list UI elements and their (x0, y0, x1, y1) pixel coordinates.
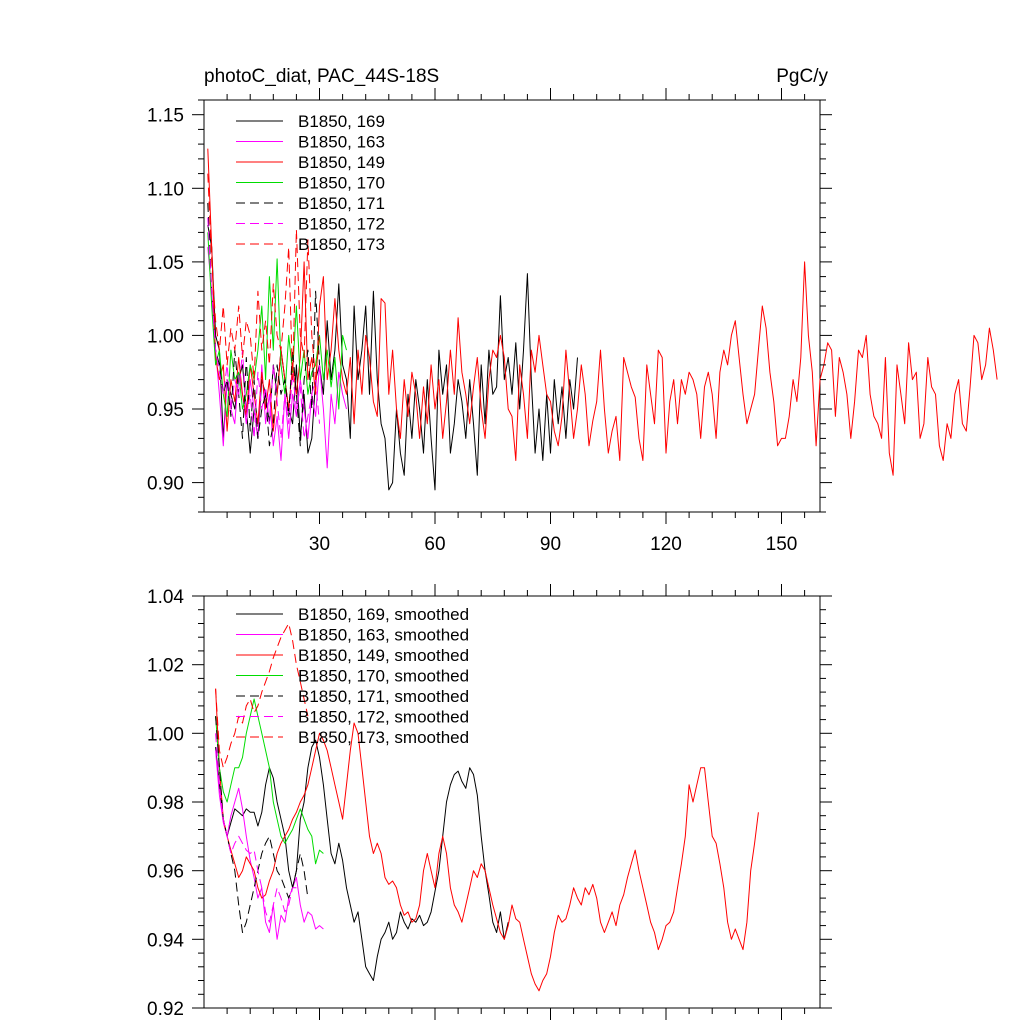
series-line (207, 202, 320, 447)
y-tick-label: 0.96 (147, 862, 184, 883)
series-line (215, 698, 324, 865)
legend-label: B1850, 169, smoothed (298, 605, 469, 624)
x-tick-label: 60 (424, 534, 445, 555)
legend: B1850, 169, smoothed B1850, 163, smoothed… (236, 605, 469, 747)
legend-label: B1850, 172, smoothed (298, 708, 469, 727)
x-tick-label: 150 (766, 534, 798, 555)
series-line (215, 739, 509, 981)
legend-label: B1850, 163, smoothed (298, 626, 469, 645)
legend-label: B1850, 173 (298, 235, 385, 254)
y-tick-label: 0.92 (147, 999, 184, 1020)
series-line (207, 217, 320, 439)
x-tick-label: 30 (309, 534, 330, 555)
panel-bottom: 0.92 0.94 0.96 0.98 1.00 1.02 1.04 B1850, 169,… (147, 584, 832, 1020)
series-line (207, 173, 320, 381)
legend-label: B1850, 173, smoothed (298, 728, 469, 747)
x-tick-label: 120 (650, 534, 682, 555)
panel-units: PgC/y (776, 66, 828, 87)
series-line (215, 688, 759, 992)
y-tick-label: 1.04 (147, 587, 184, 608)
y-tick-label: 1.00 (147, 326, 184, 347)
panel-title: photoC_diat, PAC_44S-18S (204, 66, 439, 87)
y-tick-label: 0.98 (147, 793, 184, 814)
plot-frame (203, 595, 821, 1009)
legend-label: B1850, 169 (298, 112, 385, 131)
y-tick-label: 0.90 (147, 474, 184, 495)
series-layer (215, 623, 759, 992)
legend-label: B1850, 170 (298, 174, 385, 193)
series-line (207, 148, 998, 476)
series-layer (207, 148, 998, 491)
legend-label: B1850, 163 (298, 133, 385, 152)
series-line (215, 733, 297, 923)
series-line (215, 750, 324, 940)
tick-layer: 30 60 90 120 150 0.90 0.95 1.00 1.05 1.10 1.15 (147, 88, 832, 555)
tick-layer: 0.92 0.94 0.96 0.98 1.00 1.02 1.04 (147, 584, 832, 1020)
legend-label: B1850, 171 (298, 194, 385, 213)
y-tick-label: 1.00 (147, 724, 184, 745)
y-tick-label: 1.02 (147, 656, 184, 677)
plot-area: 0.92 0.94 0.96 0.98 1.00 1.02 1.04 (147, 584, 832, 1020)
legend-label: B1850, 149 (298, 153, 385, 172)
x-tick-label: 90 (540, 534, 561, 555)
y-tick-label: 0.95 (147, 400, 184, 421)
y-tick-label: 1.05 (147, 253, 184, 274)
y-tick-label: 1.15 (147, 106, 184, 127)
series-line (207, 247, 347, 469)
y-tick-label: 1.10 (147, 179, 184, 200)
legend-label: B1850, 172 (298, 215, 385, 234)
series-line (207, 232, 347, 417)
series-line (215, 623, 309, 769)
legend-label: B1850, 149, smoothed (298, 646, 469, 665)
y-tick-label: 0.94 (147, 930, 184, 951)
legend-label: B1850, 170, smoothed (298, 667, 469, 686)
plot-area: 30 60 90 120 150 0.90 0.95 1.00 1.05 1.10 1.15 (147, 88, 998, 555)
legend-label: B1850, 171, smoothed (298, 687, 469, 706)
panel-top: photoC_diat, PAC_44S-18S PgC/y 30 60 90 120… (147, 66, 998, 555)
